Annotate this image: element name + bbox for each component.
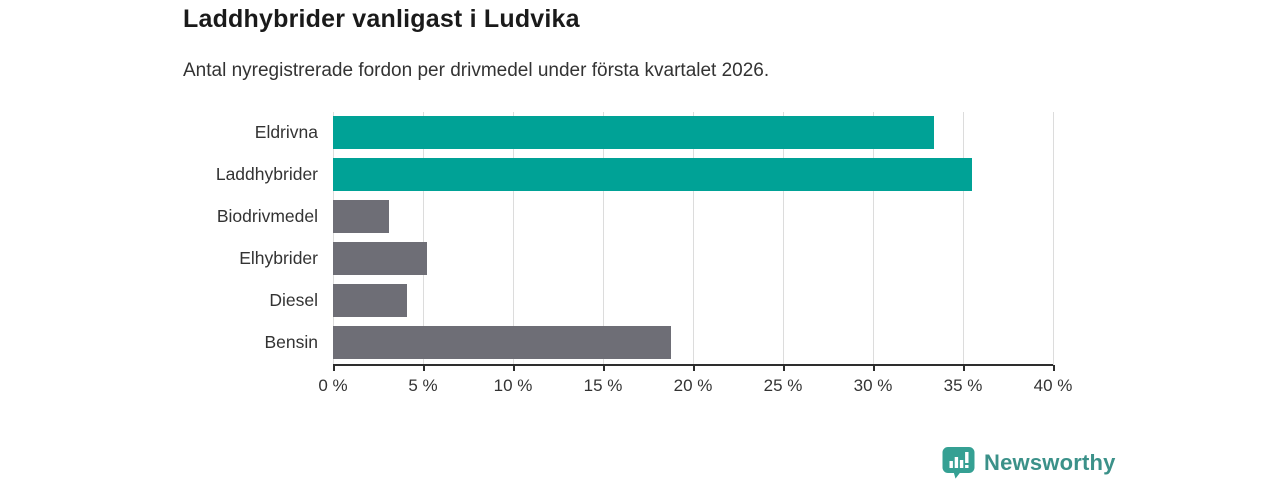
x-axis-tick: [783, 365, 785, 371]
brand-name: Newsworthy: [984, 449, 1116, 475]
x-axis-tick: [333, 365, 335, 371]
bar-bensin: [333, 325, 672, 359]
x-axis-tick: [603, 365, 605, 371]
x-axis-tick-label: 30 %: [853, 376, 893, 395]
x-axis-tick: [513, 365, 515, 371]
grid-line: [333, 112, 334, 365]
bar-elhybrider: [333, 241, 427, 275]
category-label: Bensin: [264, 331, 318, 352]
brand-footer: Newsworthy: [941, 446, 1116, 479]
x-axis-tick: [693, 365, 695, 371]
category-label: Laddhybrider: [215, 164, 318, 185]
x-axis-tick-label: 5 %: [408, 376, 438, 395]
chart-subtitle: Antal nyregistrerade fordon per drivmede…: [183, 60, 770, 81]
category-label: Eldrivna: [254, 122, 318, 143]
bar-biodrivmedel: [333, 200, 389, 234]
bar-eldrivna: [333, 116, 935, 150]
x-axis-tick-label: 20 %: [673, 376, 713, 395]
category-label: Diesel: [269, 289, 318, 310]
grid-line: [693, 112, 694, 365]
bar-diesel: [333, 283, 407, 317]
x-axis-tick-label: 10 %: [493, 376, 533, 395]
grid-line: [963, 112, 964, 365]
grid-line: [423, 112, 424, 365]
bar-laddhybrider: [333, 158, 972, 192]
grid-line: [873, 112, 874, 365]
x-axis-tick: [963, 365, 965, 371]
grid-line: [783, 112, 784, 365]
x-axis-tick: [1053, 365, 1055, 371]
x-axis-tick: [873, 365, 875, 371]
x-axis-tick-label: 25 %: [763, 376, 803, 395]
x-axis-tick-label: 15 %: [583, 376, 623, 395]
grid-line: [1053, 112, 1054, 365]
x-axis-tick-label: 40 %: [1033, 376, 1073, 395]
newsworthy-logo-icon: [941, 446, 976, 479]
chart-title: Laddhybrider vanligast i Ludvika: [183, 5, 580, 33]
x-axis-tick: [423, 365, 425, 371]
x-axis-tick-label: 0 %: [318, 376, 348, 395]
category-label: Elhybrider: [239, 247, 318, 268]
grid-line: [513, 112, 514, 365]
grid-line: [603, 112, 604, 365]
category-label: Biodrivmedel: [216, 206, 318, 227]
x-axis-tick-label: 35 %: [943, 376, 983, 395]
